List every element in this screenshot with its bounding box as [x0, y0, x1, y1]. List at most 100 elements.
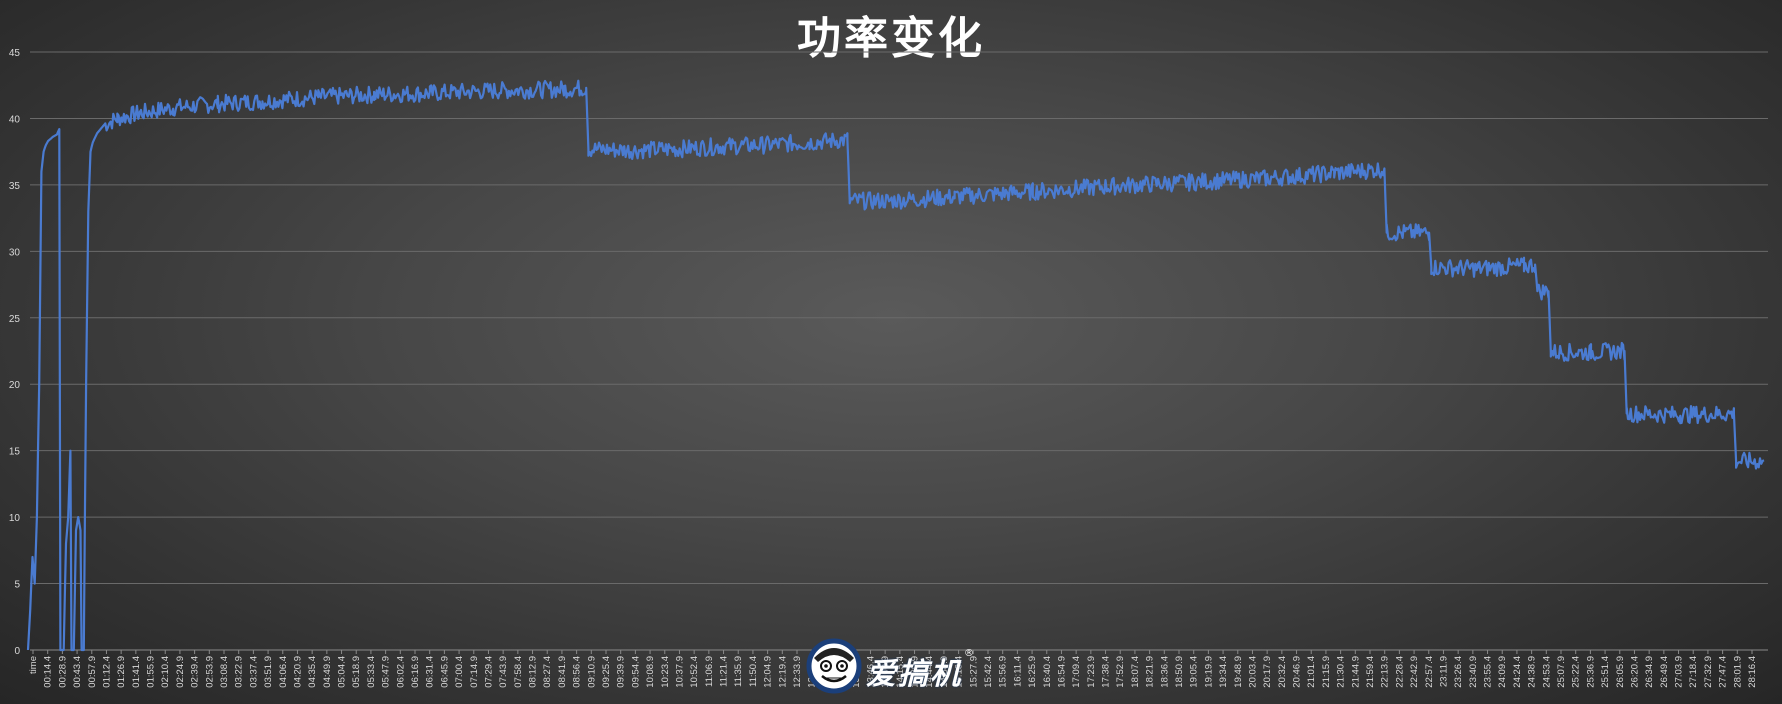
x-tick-label: 01:55.9 — [146, 656, 157, 688]
x-tick-label: 23:55.4 — [1483, 656, 1494, 688]
x-tick-label: 05:33.4 — [366, 656, 377, 688]
x-tick-label: 16:40.4 — [1042, 656, 1053, 688]
x-tick-label: 00:14.4 — [43, 656, 54, 688]
x-tick-label: 04:49.9 — [322, 656, 333, 688]
x-tick-label: 02:39.4 — [190, 656, 201, 688]
x-tick-label: 07:00.4 — [454, 656, 465, 688]
x-tick-label: 03:08.4 — [219, 656, 230, 688]
x-tick-label: 24:09.9 — [1497, 656, 1508, 688]
y-tick-label: 20 — [9, 380, 21, 391]
x-tick-label: 19:05.4 — [1189, 656, 1200, 688]
x-tick-label: 06:45.9 — [439, 656, 450, 688]
x-tick-label: 19:19.9 — [1203, 656, 1214, 688]
x-tick-label: 20:17.9 — [1262, 656, 1273, 688]
x-tick-label: 17:23.9 — [1086, 656, 1097, 688]
x-tick-label: 00:43.4 — [72, 656, 83, 688]
x-tick-label: 07:43.9 — [498, 656, 509, 688]
y-tick-label: 40 — [9, 114, 21, 125]
x-tick-label: 09:10.9 — [586, 656, 597, 688]
x-tick-label: 11:06.9 — [704, 656, 715, 687]
x-tick-label: 16:54.9 — [1056, 656, 1067, 688]
y-tick-label: 45 — [9, 48, 21, 59]
x-tick-label: 10:23.4 — [660, 656, 671, 688]
x-tick-label: 02:24.9 — [175, 656, 186, 688]
x-tick-label: 22:13.9 — [1380, 656, 1391, 688]
x-tick-label: 12:04.9 — [763, 656, 774, 688]
x-tick-label: 03:37.4 — [248, 656, 259, 688]
x-tick-label: 01:12.4 — [101, 656, 112, 688]
x-tick-label: 21:59.4 — [1365, 656, 1376, 688]
x-tick-label: 23:11.9 — [1438, 656, 1449, 687]
x-tick-label: 15:56.9 — [998, 656, 1009, 688]
x-tick-label: 06:31.4 — [425, 656, 436, 688]
x-tick-label: 26:20.4 — [1629, 656, 1640, 688]
x-tick-label: 15:42.4 — [983, 656, 994, 688]
x-tick-label: 23:40.9 — [1468, 656, 1479, 688]
y-tick-label: 30 — [9, 247, 21, 258]
mascot-face-icon — [806, 638, 862, 694]
x-tick-label: 11:50.4 — [748, 656, 759, 687]
x-tick-label: 04:20.9 — [292, 656, 303, 688]
x-tick-label: 26:34.9 — [1644, 656, 1655, 688]
watermark-logo: 爱搞机 ® — [804, 636, 974, 696]
x-tick-label: 25:51.4 — [1600, 656, 1611, 688]
x-tick-label: 10:37.9 — [674, 656, 685, 688]
x-tick-label: 25:07.9 — [1556, 656, 1567, 688]
x-tick-label: 12:33.9 — [792, 656, 803, 688]
y-tick-label: 0 — [14, 646, 20, 657]
x-tick-label: 07:29.4 — [483, 656, 494, 688]
x-tick-label: 27:18.4 — [1688, 656, 1699, 688]
x-tick-label: 01:41.4 — [131, 656, 142, 688]
x-tick-label: 21:01.4 — [1306, 656, 1317, 688]
x-tick-label: 03:51.9 — [263, 656, 274, 688]
x-tick-label: 19:48.9 — [1233, 656, 1244, 688]
x-tick-label: 17:38.4 — [1101, 656, 1112, 688]
x-tick-label: 25:22.4 — [1571, 656, 1582, 688]
x-tick-label: 15:13.4 — [954, 656, 965, 688]
x-tick-label: 24:53.4 — [1541, 656, 1552, 688]
x-tick-label: 04:35.4 — [307, 656, 318, 688]
x-tick-label: 27:32.9 — [1703, 656, 1714, 688]
x-tick-label: 04:06.4 — [278, 656, 289, 688]
x-tick-label: 05:47.9 — [381, 656, 392, 688]
x-tick-label: 08:27.4 — [542, 656, 553, 688]
x-tick-label: 11:35.9 — [733, 656, 744, 687]
x-tick-label: 21:44.9 — [1350, 656, 1361, 688]
x-tick-label: 08:56.4 — [572, 656, 583, 688]
x-tick-label: 17:52.9 — [1115, 656, 1126, 688]
x-tick-label: 14:58.9 — [939, 656, 950, 688]
x-tick-label: 12:19.4 — [777, 656, 788, 688]
x-tick-label: 25:36.9 — [1585, 656, 1596, 688]
x-tick-label: 18:36.4 — [1159, 656, 1170, 688]
x-tick-label: 09:25.4 — [601, 656, 612, 688]
x-tick-label: 09:54.4 — [630, 656, 641, 688]
x-tick-label: 14:15.4 — [895, 656, 906, 688]
x-tick-label: 18:21.9 — [1145, 656, 1156, 688]
x-tick-label: 27:47.4 — [1718, 656, 1729, 688]
x-tick-label: 00:57.9 — [87, 656, 98, 688]
x-tick-label: 03:22.9 — [234, 656, 245, 688]
x-tick-label: 14:29.9 — [910, 656, 921, 688]
x-tick-label: 06:02.4 — [395, 656, 406, 688]
x-tick-label: 24:24.4 — [1512, 656, 1523, 688]
x-tick-label: 20:46.9 — [1292, 656, 1303, 688]
x-tick-label: 20:32.4 — [1277, 656, 1288, 688]
y-tick-label: 35 — [9, 181, 21, 192]
chart-title: 功率变化 — [797, 13, 985, 64]
x-tick-label: 05:04.4 — [337, 656, 348, 688]
x-tick-label: 14:44.4 — [924, 656, 935, 688]
x-tick-label: 26:05.9 — [1615, 656, 1626, 688]
x-tick-label: 28:01.9 — [1732, 656, 1743, 688]
x-tick-label: 01:26.9 — [116, 656, 127, 688]
x-tick-label: 23:26.4 — [1453, 656, 1464, 688]
x-tick-label: 02:10.4 — [160, 656, 171, 688]
x-tick-label: 22:28.4 — [1394, 656, 1405, 688]
x-tick-label: 14:00.9 — [880, 656, 891, 688]
y-tick-label: 25 — [9, 314, 21, 325]
x-tick-label: 07:58.4 — [513, 656, 524, 688]
x-tick-label: 22:42.9 — [1409, 656, 1420, 688]
x-tick-label: 17:09.4 — [1071, 656, 1082, 688]
y-tick-label: 5 — [14, 580, 20, 591]
